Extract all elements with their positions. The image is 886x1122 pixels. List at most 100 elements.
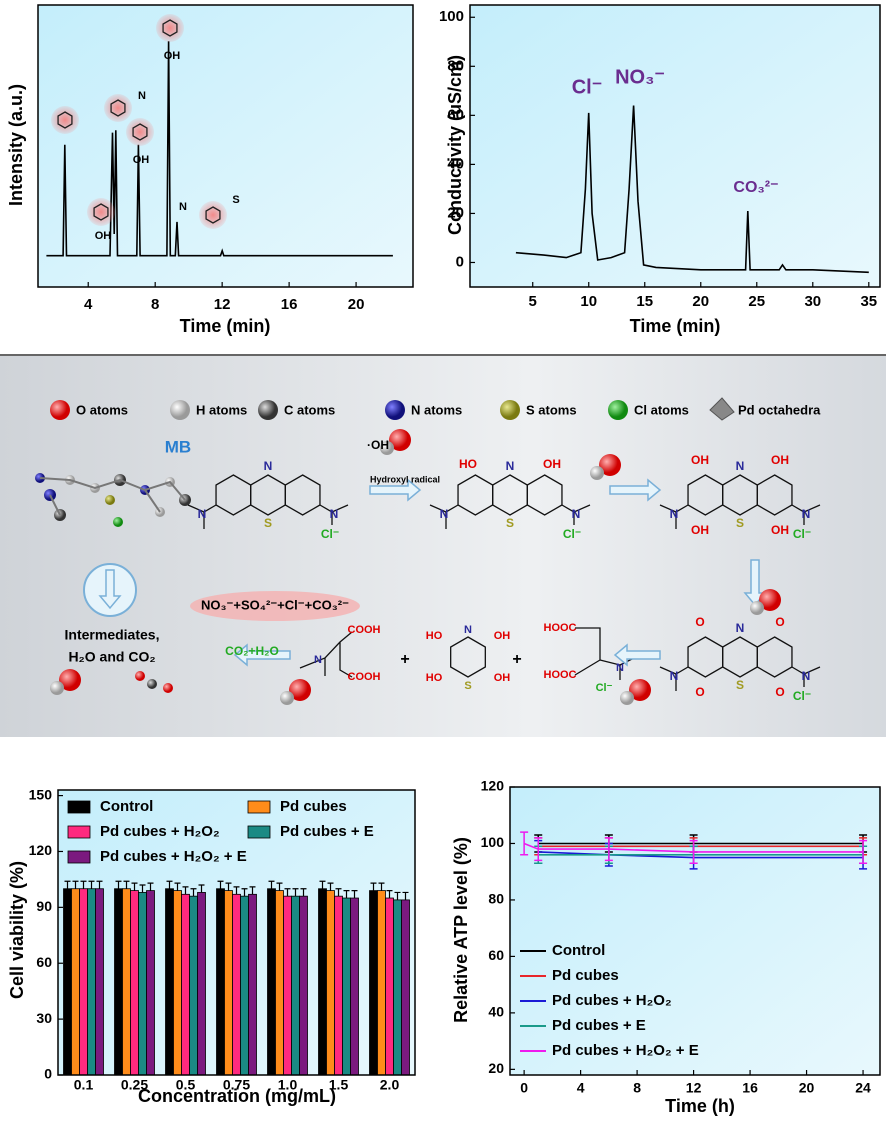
atom-label: N <box>802 507 811 521</box>
legend-label: Pd cubes + H₂O₂ <box>552 992 672 1009</box>
atom-label: OH <box>691 523 709 537</box>
atom-ball <box>608 400 628 420</box>
fragment-bonds <box>574 627 641 680</box>
fragment-label: COOH <box>348 624 381 636</box>
legend-swatch <box>247 825 271 839</box>
atom-ball <box>385 400 405 420</box>
error-bar <box>123 880 130 889</box>
plot-frame <box>57 789 416 1076</box>
atom-label: Cl⁻ <box>793 689 811 703</box>
error-bar <box>115 880 122 889</box>
error-bar <box>386 889 393 899</box>
atom-label: S <box>736 678 744 692</box>
error-bar <box>335 888 342 897</box>
atom-label: Cl⁻ <box>321 527 339 541</box>
oh-hydrogen <box>50 681 64 695</box>
error-bar <box>292 888 299 897</box>
fragment-label: Cl⁻ <box>596 682 613 694</box>
x-tick-label: 0.25 <box>121 1077 148 1093</box>
bar <box>79 888 88 1076</box>
fragment-label: S <box>464 680 471 692</box>
annotation: NO₃⁻ <box>615 66 665 88</box>
error-bar <box>198 884 205 893</box>
radical-label: Hydroxyl radical <box>370 474 440 484</box>
atom-label: N <box>572 507 581 521</box>
bar <box>342 897 351 1076</box>
molecule-ring <box>526 474 563 516</box>
x-tick-label: 35 <box>860 293 877 310</box>
y-tick-label: 120 <box>481 778 505 794</box>
error-bar <box>268 880 275 889</box>
y-tick-label: 60 <box>488 947 504 963</box>
oh-hydrogen <box>280 691 294 705</box>
y-tick-label: 120 <box>29 842 53 858</box>
y-tick-label: 80 <box>488 891 504 907</box>
x-tick-label: 12 <box>214 296 231 313</box>
bar <box>385 897 394 1076</box>
bar <box>87 888 96 1076</box>
mb-cl <box>113 517 123 527</box>
bar <box>130 890 139 1076</box>
fragment-bonds <box>299 631 353 678</box>
plot-frame <box>37 4 414 288</box>
y-tick-label: 60 <box>36 954 52 970</box>
bar <box>122 888 131 1076</box>
atom-label: S <box>506 516 514 530</box>
molecule-bonds <box>659 504 821 529</box>
error-bar <box>233 886 240 895</box>
atom-legend-label: S atoms <box>526 402 577 417</box>
error-bar <box>147 882 154 891</box>
bar <box>401 899 410 1076</box>
plot-frame <box>509 786 881 1076</box>
error-bar <box>249 886 256 895</box>
bar <box>326 890 335 1076</box>
atom-label: S <box>736 516 744 530</box>
error-bar <box>604 837 613 862</box>
oh-oxygen <box>289 679 311 701</box>
error-bar <box>72 880 79 889</box>
error-bar <box>859 839 868 864</box>
bar <box>318 888 327 1076</box>
error-bar <box>64 880 71 889</box>
fragment-label: HO <box>426 672 443 684</box>
error-bar <box>276 882 283 891</box>
bar <box>283 895 292 1076</box>
atom-label: N <box>198 507 207 521</box>
atom-label: HO <box>459 457 477 471</box>
bar <box>173 890 182 1076</box>
radical-symbol: ·OH <box>367 438 389 452</box>
x-tick-label: 30 <box>804 293 821 310</box>
x-axis-label: Time (min) <box>180 316 271 336</box>
molecule-glow <box>87 198 115 226</box>
x-tick-label: 20 <box>692 293 709 310</box>
molecule-ring <box>57 111 73 129</box>
x-tick-label: 16 <box>742 1080 758 1096</box>
x-tick-label: 0.5 <box>176 1077 196 1093</box>
reaction-arrow <box>613 643 661 667</box>
ion-cloud <box>190 591 360 621</box>
mb-s <box>105 495 115 505</box>
error-bar <box>131 882 138 891</box>
legend-swatch <box>247 800 271 814</box>
error-bar <box>689 839 698 864</box>
molecule-bonds <box>187 504 349 529</box>
x-tick-label: 0.75 <box>223 1077 250 1093</box>
bar <box>224 890 233 1076</box>
atom-label: O <box>695 615 704 629</box>
x-tick-label: 20 <box>348 296 365 313</box>
atom-legend-label: O atoms <box>76 402 128 417</box>
bar <box>369 890 378 1076</box>
reaction-arrow <box>609 478 662 502</box>
data-line <box>515 105 869 274</box>
atom-label: OH <box>771 523 789 537</box>
y-tick-label: 40 <box>447 155 464 172</box>
bar <box>299 895 308 1076</box>
molecule-glow <box>51 106 79 134</box>
atom-label: OH <box>771 453 789 467</box>
bar <box>350 897 359 1076</box>
error-bar <box>80 880 87 889</box>
atom-label: N <box>736 621 745 635</box>
y-axis-label: Relative ATP level (%) <box>451 837 471 1023</box>
error-bar <box>217 880 224 889</box>
